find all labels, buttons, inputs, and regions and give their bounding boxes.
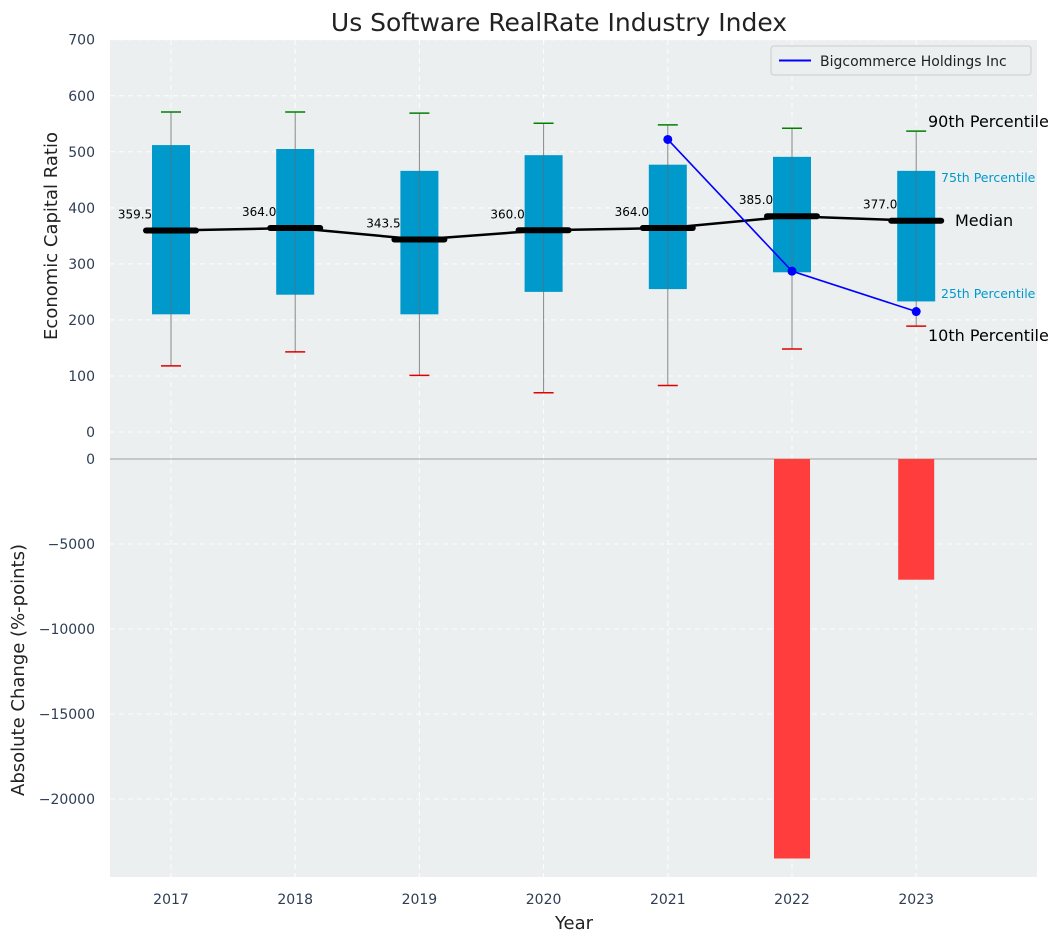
y-tick-label: −15000 <box>39 707 95 723</box>
y-tick-label: −10000 <box>39 622 95 638</box>
box-plot-panel: 0 100 200 300 400 500 600 700 359.5 364.0 343.5 36… <box>41 33 1049 459</box>
x-tick-label: 2020 <box>526 892 562 908</box>
x-axis-title: Year <box>554 913 594 934</box>
y-tick-label: 100 <box>68 369 95 385</box>
x-tick-label: 2021 <box>650 892 686 908</box>
annotation-median: Median <box>955 211 1013 230</box>
y-tick-label: 0 <box>86 452 95 468</box>
y-tick-label: 0 <box>86 425 95 441</box>
bar-panel-background <box>110 459 1037 877</box>
company-point <box>911 307 921 317</box>
median-value-label: 377.0 <box>863 198 897 212</box>
company-series <box>663 134 921 317</box>
annotation-p75: 75th Percentile <box>941 170 1036 185</box>
box-plot-boxes <box>152 111 936 394</box>
median-value-label: 343.5 <box>366 217 400 231</box>
y-tick-label: −20000 <box>39 792 95 808</box>
annotation-p10: 10th Percentile <box>928 326 1049 345</box>
company-point <box>787 266 797 276</box>
median-value-label: 364.0 <box>242 205 276 219</box>
change-bar <box>898 459 935 580</box>
y-tick-label: 400 <box>68 201 95 217</box>
median-value-label: 359.5 <box>118 208 152 222</box>
chart-title: Us Software RealRate Industry Index <box>331 8 787 37</box>
x-tick-label: 2022 <box>774 892 810 908</box>
legend: Bigcommerce Holdings Inc <box>770 45 1032 76</box>
x-tick-label: 2023 <box>898 892 934 908</box>
y-tick-label: 300 <box>68 257 95 273</box>
annotation-p25: 25th Percentile <box>941 286 1036 301</box>
y-tick-label: 200 <box>68 313 95 329</box>
y-tick-label: 700 <box>68 33 95 49</box>
median-value-label: 364.0 <box>615 205 649 219</box>
x-tick-label: 2019 <box>402 892 438 908</box>
company-point <box>663 134 673 144</box>
percentile-annotations: 90th Percentile 75th Percentile Median 2… <box>928 112 1049 345</box>
median-value-label: 385.0 <box>739 193 773 207</box>
change-bar <box>774 459 810 859</box>
change-bars <box>774 459 935 859</box>
y-axis-title-top: Economic Capital Ratio <box>41 132 62 340</box>
median-trend: 359.5 364.0 343.5 360.0 364.0 385.0 377.0 <box>118 193 945 243</box>
box-plot-y-ticks: 0 100 200 300 400 500 600 700 <box>68 33 95 441</box>
legend-label: Bigcommerce Holdings Inc <box>820 54 1007 70</box>
y-axis-title-bottom: Absolute Change (%-points) <box>8 544 29 796</box>
box-plot-background <box>110 40 1037 459</box>
change-bar-panel: 0 −5000 −10000 −15000 −20000 2017 2018 2019 202… <box>8 452 1037 934</box>
legend-frame <box>770 45 1032 76</box>
y-tick-label: −5000 <box>48 537 95 553</box>
median-value-label: 360.0 <box>490 207 524 221</box>
x-ticks: 2017 2018 2019 2020 2021 2022 2023 <box>153 892 934 908</box>
x-tick-label: 2018 <box>277 892 313 908</box>
x-tick-label: 2017 <box>153 892 189 908</box>
bar-panel-y-ticks: 0 −5000 −10000 −15000 −20000 <box>39 452 95 808</box>
y-tick-label: 500 <box>68 145 95 161</box>
annotation-p90: 90th Percentile <box>928 112 1049 131</box>
y-tick-label: 600 <box>68 89 95 105</box>
